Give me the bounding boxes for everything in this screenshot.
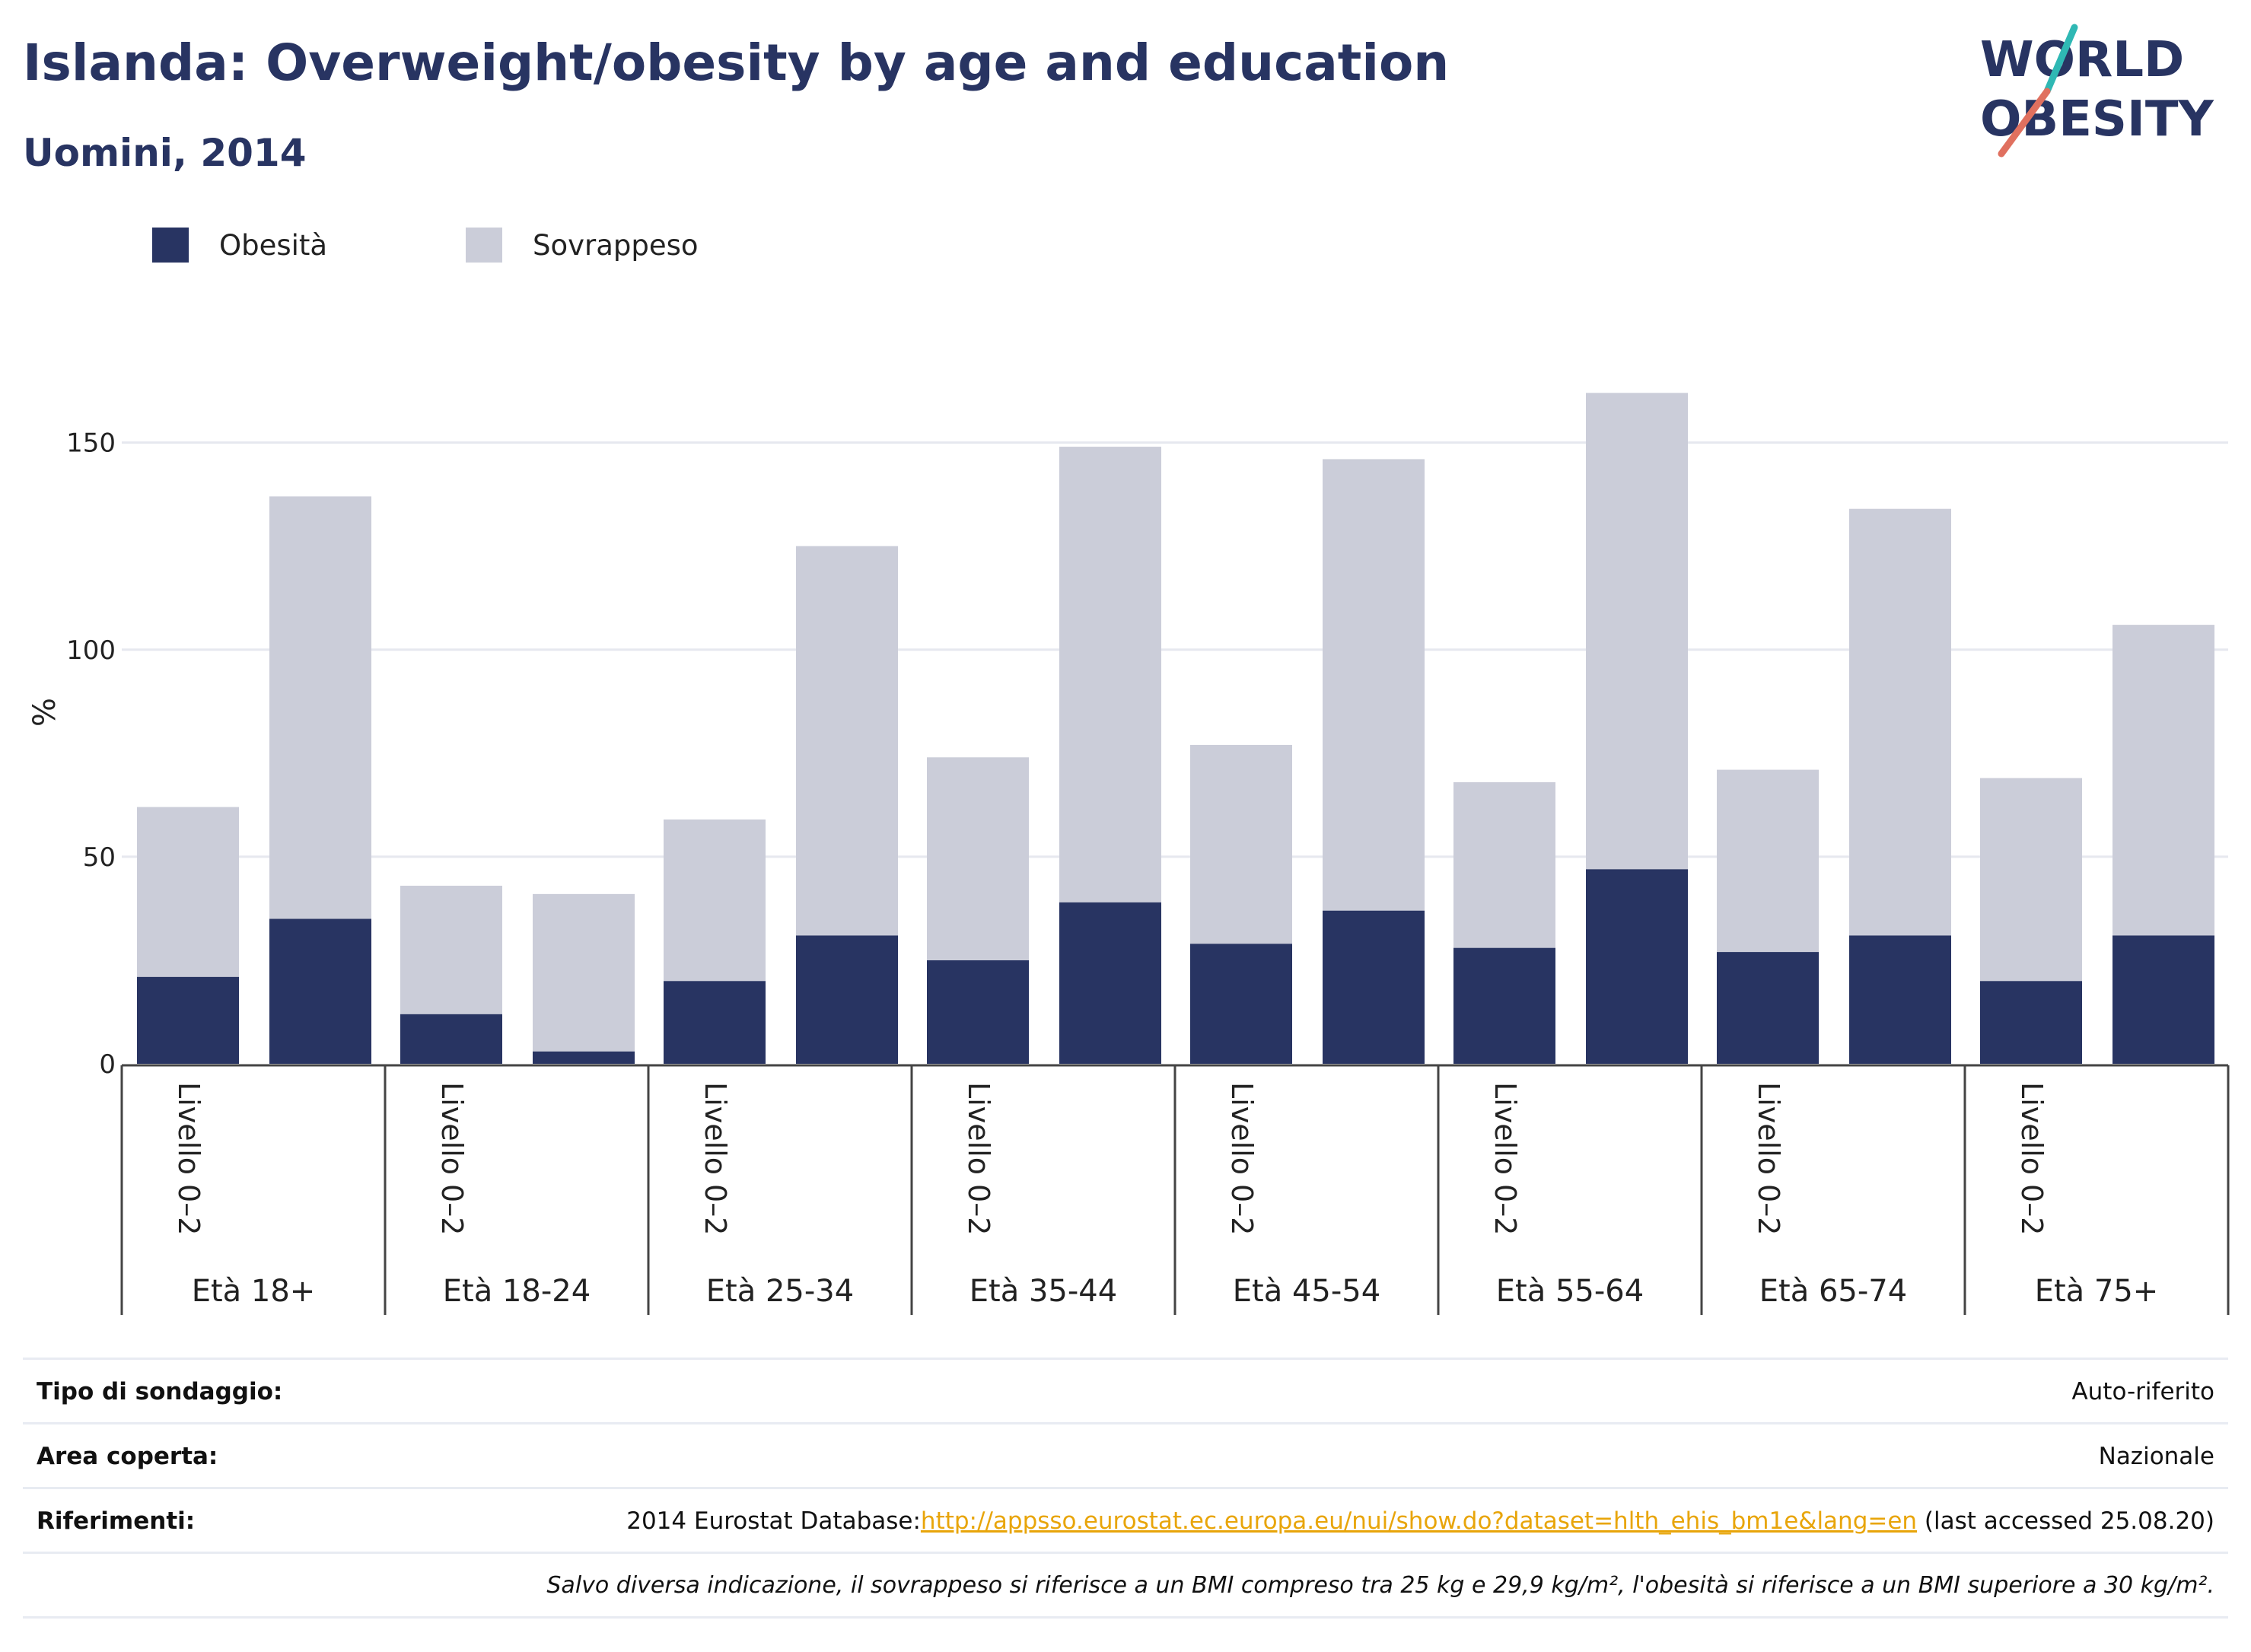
bar-overweight (1059, 447, 1161, 902)
bar-overweight (1980, 778, 2082, 982)
legend-swatch-obesity (152, 228, 189, 263)
info-label: Tipo di sondaggio: (37, 1378, 283, 1405)
group-label: Età 55-64 (1496, 1274, 1644, 1309)
bar-obesity (1980, 981, 2082, 1064)
bar-overweight (533, 893, 635, 1052)
bar-obesity (664, 981, 766, 1064)
bar-overweight (269, 496, 371, 919)
info-value: Auto-riferito (2071, 1378, 2214, 1405)
legend-label-overweight: Sovrappeso (533, 229, 699, 262)
info-row-references: Riferimenti: 2014 Eurostat Database:http… (23, 1487, 2228, 1552)
info-row-survey-type: Tipo di sondaggio: Auto-riferito (23, 1358, 2228, 1422)
info-value: 2014 Eurostat Database:http://appsso.eur… (626, 1507, 2214, 1535)
group-label: Età 45-54 (1233, 1274, 1380, 1309)
legend-swatch-overweight (466, 228, 502, 263)
bar-obesity (796, 935, 898, 1064)
svg-text:OBESITY: OBESITY (1980, 91, 2214, 148)
info-label: Riferimenti: (37, 1507, 196, 1535)
bar-obesity (1190, 944, 1292, 1064)
bar-obesity (533, 1051, 635, 1064)
info-label: Area coperta: (37, 1443, 218, 1470)
bar-overweight (1323, 459, 1425, 911)
chart-subtitle: Uomini, 2014 (23, 131, 307, 175)
bar-category-label: Livello 0–2 (2015, 1082, 2049, 1235)
bar-category-label: Livello 0–2 (699, 1082, 732, 1235)
bar-obesity (1323, 910, 1425, 1064)
y-tick-label: 50 (83, 842, 116, 873)
bar-obesity (2113, 935, 2214, 1064)
world-obesity-logo: WORLD OBESITY (1980, 24, 2214, 158)
bar-obesity (1717, 952, 1819, 1064)
bar-overweight (400, 885, 502, 1014)
bar-category-label: Livello 0–2 (1488, 1082, 1522, 1235)
svg-text:WORLD: WORLD (1980, 32, 2184, 88)
bar-obesity (927, 960, 1029, 1064)
y-axis-label: % (27, 698, 62, 727)
group-label: Età 18+ (192, 1274, 316, 1309)
bar-overweight (1190, 744, 1292, 944)
info-table: Tipo di sondaggio: Auto-riferito Area co… (23, 1358, 2228, 1619)
bar-overweight (1849, 508, 1951, 936)
info-row-note: Salvo diversa indicazione, il sovrappeso… (23, 1552, 2228, 1619)
bar-obesity (137, 976, 239, 1064)
bar-category-label: Livello 0–2 (435, 1082, 469, 1235)
bar-overweight (137, 807, 239, 977)
bmi-note: Salvo diversa indicazione, il sovrappeso… (546, 1572, 2214, 1599)
group-label: Età 35-44 (969, 1274, 1117, 1309)
bar-overweight (1717, 769, 1819, 953)
chart-title: Islanda: Overweight/obesity by age and e… (23, 33, 1450, 92)
info-value: Nazionale (2098, 1443, 2214, 1470)
group-label: Età 75+ (2035, 1274, 2159, 1309)
bar-obesity (400, 1014, 502, 1064)
bar-overweight (796, 546, 898, 936)
bar-obesity (1453, 947, 1555, 1064)
bar-overweight (2113, 625, 2214, 936)
bar-obesity (1586, 869, 1688, 1064)
reference-link[interactable]: http://appsso.eurostat.ec.europa.eu/nui/… (920, 1507, 1918, 1535)
group-label: Età 18-24 (443, 1274, 591, 1309)
bar-overweight (1586, 393, 1688, 870)
y-tick-label: 100 (66, 635, 116, 666)
bar-obesity (1059, 902, 1161, 1064)
bar-category-label: Livello 0–2 (1752, 1082, 1785, 1235)
bar-category-label: Livello 0–2 (172, 1082, 205, 1235)
bar-overweight (927, 757, 1029, 960)
bar-overweight (1453, 781, 1555, 948)
group-label: Età 65-74 (1759, 1274, 1907, 1309)
bar-overweight (664, 819, 766, 982)
info-row-area: Area coperta: Nazionale (23, 1422, 2228, 1487)
y-tick-label: 0 (99, 1049, 116, 1080)
bar-obesity (269, 918, 371, 1064)
group-label: Età 25-34 (706, 1274, 854, 1309)
legend-label-obesity: Obesità (219, 229, 327, 262)
y-tick-label: 150 (66, 428, 116, 459)
stacked-bar-chart: 0 50 100 150% Livello 0–2 Livello 0–2 Livello … (27, 228, 2230, 1315)
bar-category-label: Livello 0–2 (1225, 1082, 1259, 1235)
bar-category-label: Livello 0–2 (962, 1082, 995, 1235)
bar-obesity (1849, 935, 1951, 1064)
reference-prefix: 2014 Eurostat Database: (626, 1507, 921, 1535)
reference-suffix: (last accessed 25.08.20) (1917, 1507, 2214, 1535)
